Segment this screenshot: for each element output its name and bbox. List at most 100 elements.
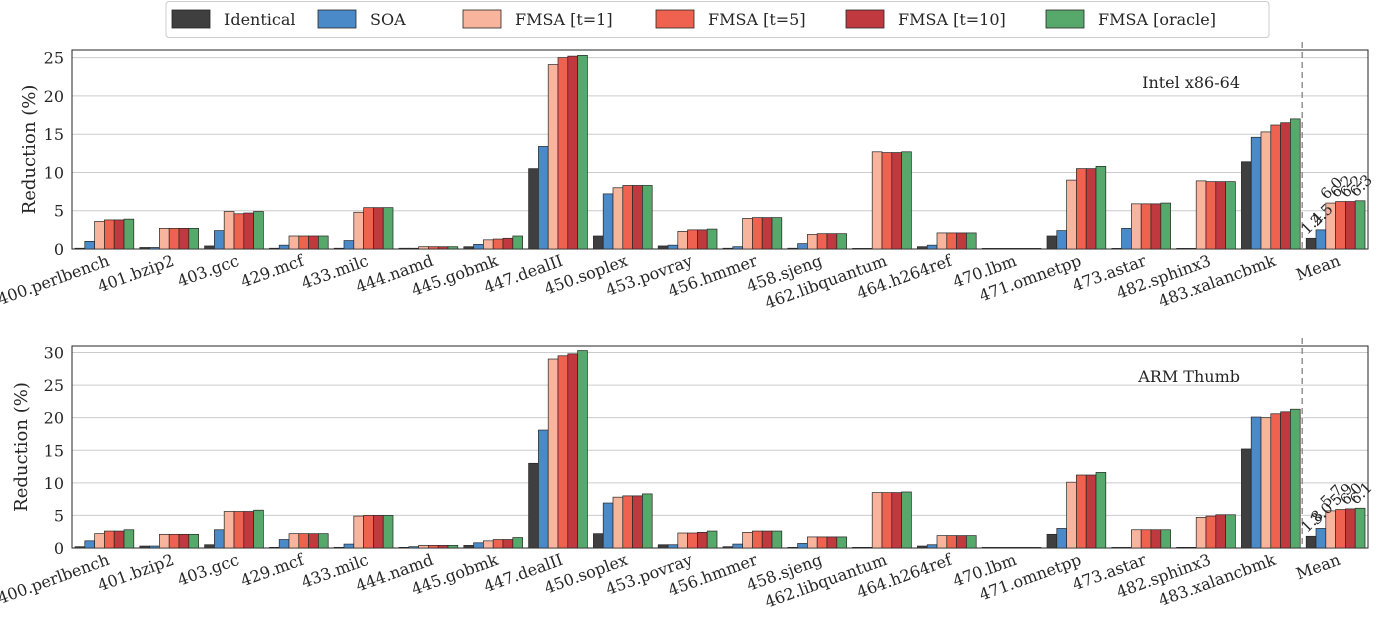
bar bbox=[1150, 203, 1162, 250]
bar bbox=[447, 246, 459, 250]
y-tick-label: 0 bbox=[54, 240, 64, 259]
y-tick-label: 5 bbox=[54, 506, 64, 525]
bar bbox=[1076, 168, 1087, 250]
bar bbox=[1056, 230, 1067, 250]
bar bbox=[318, 533, 329, 549]
legend-label: FMSA [oracle] bbox=[1098, 10, 1216, 29]
bar bbox=[826, 536, 838, 549]
bar bbox=[178, 533, 190, 549]
bar bbox=[1066, 481, 1077, 549]
y-tick-label: 25 bbox=[44, 49, 64, 68]
legend-label: SOA bbox=[370, 10, 406, 29]
legend-item: FMSA [t=10] bbox=[845, 9, 1006, 29]
bar bbox=[577, 350, 588, 549]
bar bbox=[159, 533, 170, 549]
bar bbox=[223, 511, 235, 549]
bar bbox=[732, 246, 743, 250]
bar bbox=[382, 515, 394, 549]
panel-label: ARM Thumb bbox=[1137, 367, 1240, 386]
bar bbox=[492, 238, 504, 250]
bar bbox=[1085, 474, 1097, 549]
bar bbox=[1335, 509, 1346, 549]
bar bbox=[593, 235, 604, 250]
bar bbox=[1354, 507, 1366, 549]
bar bbox=[1140, 203, 1152, 250]
bar bbox=[233, 511, 245, 549]
bar bbox=[622, 495, 633, 549]
bar bbox=[84, 240, 95, 250]
bar bbox=[771, 530, 783, 549]
bar bbox=[787, 546, 798, 549]
legend-item: FMSA [oracle] bbox=[1045, 9, 1216, 29]
bar bbox=[214, 230, 225, 250]
bar bbox=[298, 533, 309, 549]
bar bbox=[1011, 547, 1022, 549]
bar bbox=[373, 515, 384, 549]
legend-label: FMSA [t=5] bbox=[708, 10, 806, 29]
plot-frame bbox=[71, 345, 1369, 549]
x-tick-label: 429.mcf bbox=[238, 251, 307, 292]
bar bbox=[1260, 417, 1272, 549]
bar bbox=[473, 244, 484, 250]
bar bbox=[787, 247, 798, 250]
bar bbox=[1095, 472, 1107, 549]
bar bbox=[836, 536, 847, 549]
bar bbox=[881, 152, 893, 250]
bar bbox=[991, 547, 1003, 549]
bar bbox=[538, 146, 549, 250]
bar bbox=[447, 545, 459, 549]
legend-item: FMSA [t=5] bbox=[655, 9, 806, 29]
bar bbox=[567, 353, 578, 549]
bar bbox=[333, 546, 345, 549]
y-axis-label: Reduction (%) bbox=[19, 85, 40, 215]
bar bbox=[577, 55, 588, 250]
bar bbox=[761, 530, 773, 549]
bar bbox=[288, 235, 300, 250]
bar bbox=[1260, 131, 1272, 250]
bar bbox=[871, 492, 883, 549]
bar bbox=[353, 211, 364, 250]
bar bbox=[343, 543, 355, 549]
legend-item: SOA bbox=[317, 9, 406, 29]
bar bbox=[667, 544, 679, 549]
bar bbox=[946, 232, 957, 250]
bar bbox=[991, 248, 1003, 250]
bar bbox=[492, 539, 504, 549]
bar bbox=[602, 502, 614, 549]
bar bbox=[1241, 448, 1252, 549]
bar bbox=[408, 247, 419, 250]
bar bbox=[1205, 515, 1217, 549]
y-tick-label: 20 bbox=[44, 87, 64, 106]
legend-swatch bbox=[1045, 9, 1085, 29]
bar bbox=[253, 211, 264, 250]
bar bbox=[926, 244, 938, 250]
bar bbox=[418, 545, 429, 549]
bar bbox=[382, 207, 394, 250]
bar bbox=[1315, 229, 1327, 250]
bar bbox=[1205, 181, 1217, 250]
bar bbox=[567, 55, 578, 250]
bar bbox=[1030, 248, 1042, 250]
plot-frame bbox=[71, 49, 1369, 250]
y-tick-label: 10 bbox=[44, 163, 64, 182]
bar bbox=[657, 245, 669, 250]
bar bbox=[1001, 248, 1012, 250]
bar bbox=[278, 539, 290, 549]
bar bbox=[1150, 529, 1162, 549]
bar bbox=[1305, 237, 1317, 250]
bar bbox=[642, 185, 653, 250]
bar bbox=[1250, 416, 1262, 549]
bar bbox=[74, 247, 86, 250]
bar bbox=[243, 511, 254, 549]
bar bbox=[1335, 201, 1346, 250]
bar bbox=[1160, 529, 1171, 549]
bar bbox=[123, 218, 135, 250]
bar bbox=[1290, 118, 1301, 250]
bar bbox=[742, 532, 753, 549]
bar bbox=[278, 244, 290, 250]
bar bbox=[1001, 547, 1012, 549]
bar bbox=[159, 227, 170, 250]
bar bbox=[298, 235, 309, 250]
